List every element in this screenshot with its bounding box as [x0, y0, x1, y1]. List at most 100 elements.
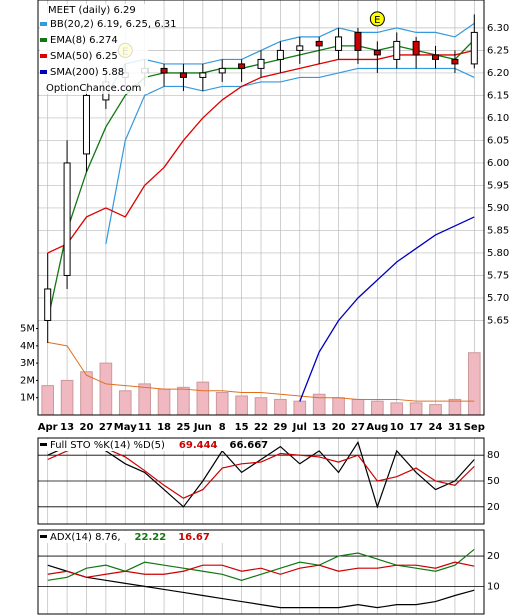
volume-bar: [138, 383, 151, 416]
x-tick-label: Jul: [292, 422, 307, 433]
indicator-line: [47, 445, 475, 499]
candle-body: [199, 72, 207, 78]
y-tick-label: 5.85: [487, 225, 509, 236]
volume-bar: [254, 397, 268, 416]
volume-bar: [215, 392, 229, 416]
x-tick-label: 20: [332, 422, 346, 433]
x-tick-label: 11: [138, 422, 152, 433]
legend-label: SMA(50) 6.25: [50, 51, 118, 62]
candle-body: [276, 49, 284, 60]
candle-body: [179, 72, 187, 78]
x-tick-label: Sep: [464, 422, 485, 433]
volume-bar: [467, 352, 481, 416]
candle-body: [373, 49, 381, 56]
y-tick-label: 6.10: [487, 113, 509, 124]
x-tick-label: 8: [219, 422, 226, 433]
y-tick-label: 6.00: [487, 158, 509, 169]
volume-bar: [371, 400, 384, 416]
volume-tick-label: 5M: [20, 324, 35, 335]
y-tick-label: 5.90: [487, 203, 509, 214]
x-tick-label: 24: [429, 422, 443, 433]
panel-title: Full STO %K(14) %D(5): [50, 440, 165, 451]
x-tick-label: 29: [273, 422, 287, 433]
volume-bar: [196, 381, 210, 416]
candle-body: [82, 94, 90, 155]
volume-bar: [177, 386, 190, 416]
volume-tick-label: 4M: [20, 341, 35, 352]
legend-swatch: [40, 535, 47, 538]
y-tick-label: 5.70: [487, 293, 509, 304]
x-tick-label: 25: [176, 422, 190, 433]
candle-body: [451, 58, 459, 65]
y-tick-label: 6.20: [487, 68, 509, 79]
candle-body: [315, 40, 323, 47]
candle-body: [238, 63, 246, 69]
legend-label: BB(20,2) 6.19, 6.25, 6.31: [50, 19, 176, 30]
candle-body: [393, 40, 401, 60]
x-tick-label: 27: [351, 422, 365, 433]
volume-bar: [351, 398, 365, 416]
candle-body: [470, 31, 478, 65]
indicator-line: [47, 548, 475, 581]
indicator-line: [47, 440, 475, 509]
candle-body: [218, 67, 226, 74]
legend-value: 69.444: [179, 440, 218, 451]
y-tick-label: 6.15: [487, 90, 509, 101]
candle-body: [44, 288, 52, 321]
volume-bar: [274, 398, 287, 416]
volume-average: [47, 341, 475, 402]
candle-body: [296, 45, 304, 51]
legend-box: [40, 4, 148, 94]
legend-label: SMA(200) 5.88: [50, 67, 124, 78]
volume-bar: [409, 402, 423, 416]
earnings-label: E: [374, 15, 380, 26]
y-tick-label: 20: [487, 502, 500, 513]
x-tick-label: May: [114, 422, 137, 433]
x-tick-label: 13: [60, 422, 74, 433]
y-tick-label: 10: [487, 581, 500, 592]
volume-bar: [157, 388, 171, 416]
y-tick-label: 80: [487, 450, 500, 461]
x-tick-label: 13: [312, 422, 326, 433]
legend-swatch: [40, 38, 47, 42]
candle-body: [63, 162, 71, 276]
x-tick-label: Aug: [366, 422, 388, 433]
volume-bar: [60, 379, 74, 416]
volume-bar: [448, 398, 462, 416]
legend-value: 22.22: [135, 532, 167, 543]
bollinger-upper: [105, 22, 475, 96]
y-tick-label: 6.30: [487, 23, 509, 34]
x-tick-label: 18: [157, 422, 171, 433]
candle-body: [160, 67, 168, 74]
y-tick-label: 6.05: [487, 135, 509, 146]
x-tick-label: Apr: [38, 422, 58, 433]
volume-tick-label: 3M: [20, 358, 35, 369]
volume-bar: [80, 371, 93, 416]
frame: [37, 529, 485, 615]
x-tick-label: 22: [254, 422, 268, 433]
ma-line: [47, 49, 475, 254]
volume-bar: [293, 400, 307, 416]
x-tick-label: 10: [390, 422, 404, 433]
x-tick-label: 31: [448, 422, 462, 433]
x-tick-label: 15: [235, 422, 249, 433]
y-tick-label: 20: [487, 551, 500, 562]
bollinger-lower: [105, 67, 475, 245]
volume-tick-label: 2M: [20, 375, 35, 386]
legend-box: [39, 531, 239, 543]
y-tick-label: 5.95: [487, 180, 509, 191]
indicator-line: [47, 561, 475, 578]
ma-line: [299, 216, 475, 402]
candle-body: [257, 58, 265, 69]
volume-bar: [390, 402, 404, 416]
volume-tick-label: 1M: [20, 393, 35, 404]
legend-value: 66.667: [230, 440, 269, 451]
volume-bar: [99, 362, 113, 416]
x-tick-label: 17: [409, 422, 423, 433]
legend-value: 16.67: [178, 532, 210, 543]
y-tick-label: 6.25: [487, 45, 509, 56]
x-tick-label: Jun: [193, 422, 212, 433]
legend-swatch: [40, 54, 47, 58]
candle-body: [354, 31, 362, 51]
